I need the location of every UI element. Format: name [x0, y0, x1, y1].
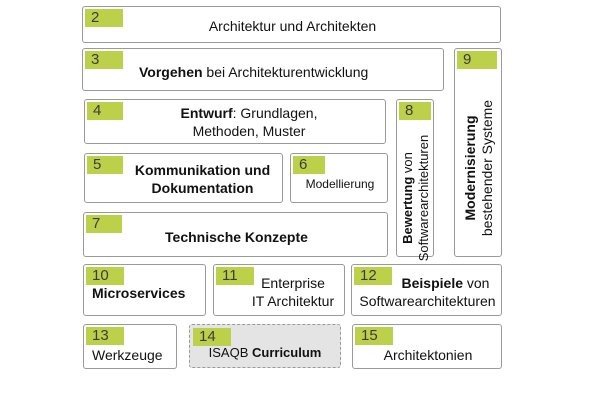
- tile-label-bold: Beispiele: [401, 275, 463, 291]
- tile-label: Architektur und Architekten: [208, 18, 377, 34]
- tile-modellierung[interactable]: 6 Modellierung: [290, 153, 388, 203]
- tile-label-bold: Entwurf: [180, 105, 233, 121]
- tile-label-bold: Curriculum: [252, 345, 322, 360]
- tile-number-badge: 4: [87, 102, 123, 120]
- tile-label-line1: Kommunikation und: [134, 162, 271, 178]
- tile-label: Kommunikation und Dokumentation: [121, 161, 284, 197]
- tile-label-pre: ISAQB: [208, 345, 252, 360]
- tile-label: Enterprise IT Architektur: [240, 274, 346, 310]
- tile-modernisierung[interactable]: 9 Modernisierung bestehender Systeme: [454, 48, 502, 257]
- tile-vorgehen[interactable]: 3 Vorgehen bei Architekturentwicklung: [82, 48, 444, 91]
- tile-label-bold: Vorgehen: [139, 64, 203, 80]
- tile-label-rest: von: [463, 275, 490, 291]
- tile-number-badge: 11: [216, 267, 254, 285]
- tile-label-line1: Beispiele von: [352, 274, 503, 292]
- tile-entwurf[interactable]: 4 Entwurf: Grundlagen, Methoden, Muster: [84, 99, 386, 144]
- tile-label-line1: Entwurf: Grundlagen,: [135, 104, 363, 122]
- tile-number-badge: 15: [355, 327, 393, 345]
- tile-isaqb-curriculum[interactable]: 14 ISAQB Curriculum: [189, 324, 341, 368]
- tile-label-line2: IT Architektur: [251, 293, 335, 309]
- tile-number-badge: 8: [399, 102, 431, 120]
- tile-number-badge: 9: [457, 51, 497, 69]
- tile-technische-konzepte[interactable]: 7 Technische Konzepte: [83, 212, 388, 257]
- tile-label: Technische Konzepte: [165, 229, 308, 245]
- tile-microservices[interactable]: 10 Microservices: [83, 264, 206, 316]
- tile-label-rest: bei Architekturentwicklung: [202, 64, 369, 80]
- tile-label: ISAQB Curriculum: [190, 344, 340, 362]
- tile-label: Entwurf: Grundlagen, Methoden, Muster: [135, 104, 363, 140]
- tile-label-line1: Modernisierung: [462, 115, 478, 221]
- tile-label-line1: Enterprise: [261, 275, 325, 291]
- tile-number-badge: 12: [354, 267, 392, 285]
- tile-label-line2: bestehender Systeme: [479, 99, 495, 237]
- tile-label-line2: Methoden, Muster: [192, 123, 306, 139]
- tile-number-badge: 10: [86, 267, 124, 285]
- tile-number-badge: 5: [87, 156, 123, 174]
- tile-number-badge: 6: [293, 156, 325, 174]
- tile-architektur-und-architekten[interactable]: 2 Architektur und Architekten: [82, 6, 501, 43]
- tile-label: Modernisierung bestehender Systeme: [462, 88, 496, 248]
- tile-label: Werkzeuge: [92, 347, 163, 363]
- tile-label: Beispiele von Softwarearchitekturen: [352, 274, 503, 310]
- tile-label: Modellierung: [305, 177, 375, 191]
- tile-number-badge: 2: [85, 9, 123, 27]
- tile-label: Architektonien: [383, 347, 473, 363]
- tile-label: Microservices: [92, 285, 186, 301]
- tile-enterprise-it-architektur[interactable]: 11 Enterprise IT Architektur: [213, 264, 345, 316]
- tile-label: Vorgehen bei Architekturentwicklung: [139, 63, 368, 81]
- tile-number-badge: 7: [86, 215, 122, 233]
- tile-label: Bewertung von Softwarearchitekturen: [400, 133, 432, 263]
- tile-label-line2: Dokumentation: [151, 180, 254, 196]
- tile-architektonien[interactable]: 15 Architektonien: [352, 324, 502, 369]
- tile-number-badge: 14: [193, 328, 231, 346]
- tile-number-badge: 3: [85, 51, 123, 69]
- tile-label-rest: von: [400, 152, 415, 177]
- tile-label-line2: Softwarearchitekturen: [359, 293, 496, 309]
- tile-label-line1: Bewertung von: [400, 133, 416, 263]
- tile-werkzeuge[interactable]: 13 Werkzeuge: [83, 324, 177, 369]
- tile-beispiele[interactable]: 12 Beispiele von Softwarearchitekturen: [351, 264, 502, 316]
- tile-number-badge: 13: [86, 327, 124, 345]
- tile-label-line2: Softwarearchitekturen: [416, 134, 431, 262]
- tile-bewertung[interactable]: 8 Bewertung von Softwarearchitekturen: [396, 99, 434, 261]
- tile-kommunikation[interactable]: 5 Kommunikation und Dokumentation: [84, 153, 283, 203]
- tile-label-bold: Bewertung: [400, 176, 415, 244]
- tile-label-rest: : Grundlagen,: [232, 105, 318, 121]
